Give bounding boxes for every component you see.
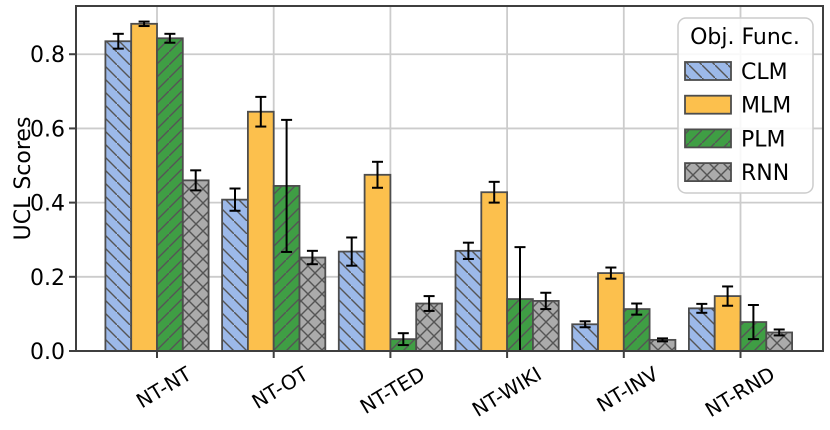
error-bar-CLM-NT-WIKI [462,241,474,260]
legend-swatch-hatch [685,129,731,148]
error-bar-PLM-NT-OT [281,118,293,253]
legend-item-MLM: MLM [684,94,791,119]
legend-label: CLM [741,60,788,85]
y-tick-label: 0.0 [30,340,65,365]
bar-hatch [766,332,793,351]
bar-hatch [649,339,676,351]
error-bar-MLM-NT-INV [605,266,617,280]
bar-hatch [105,41,132,351]
legend-swatch-outline [684,94,732,115]
x-tick-label-NT-TED: NT-TED [356,362,429,419]
error-bar-RNN-NT-OT [306,249,318,266]
legend-swatch-hatch [685,163,731,182]
y-tick-label: 0.2 [30,266,65,291]
bar-MLM-NT-WIKI [481,192,508,351]
error-bar-CLM-NT-TED [346,236,358,267]
error-bar-CLM-NT-RND [696,302,708,314]
legend: Obj. Func. CLM MLM PLM RNN [677,17,814,194]
error-bar-PLM-NT-RND [747,304,759,341]
error-bar-MLM-NT-TED [372,160,383,189]
legend-swatch-outline [684,61,732,81]
bar-hatch [182,180,209,351]
y-tick-label: 0.8 [30,43,65,68]
legend-label: PLM [741,127,786,152]
bar-hatch [222,199,248,351]
bar-hatch [455,250,482,351]
bar-MLM-NT-INV [598,273,624,351]
error-bar-RNN-NT-NT [190,169,202,192]
error-bar-MLM-NT-WIKI [488,180,500,204]
legend-label: RNN [741,161,789,186]
legend-swatch-outline [684,128,732,149]
plot-border [75,5,824,352]
y-axis-label: UCL Scores [11,117,36,241]
x-tick-label-NT-WIKI: NT-WIKI [468,362,546,422]
error-bar-CLM-NT-INV [579,320,591,329]
bar-hatch [572,324,598,351]
y-tick-label: 0.4 [30,192,65,217]
x-tick-label-NT-INV: NT-INV [592,362,662,417]
legend-title: Obj. Func. [690,25,800,50]
error-bar-PLM-NT-INV [631,302,643,316]
bar-hatch [157,38,183,351]
error-bar-RNN-NT-RND [773,328,785,337]
bar-MLM-NT-OT [247,111,274,352]
legend-swatch-outline [684,162,732,183]
x-tick-label-NT-NT: NT-NT [132,361,196,413]
error-bar-CLM-NT-NT [112,32,124,50]
legend-swatch [685,95,731,114]
x-tick-label-NT-OT: NT-OT [248,361,313,413]
legend-item-RNN: RNN [684,161,789,186]
bar-MLM-NT-TED [364,174,391,351]
y-axis: 0.0 0.2 0.4 0.6 0.8 [30,43,76,365]
bar-hatch [299,257,326,351]
error-bar-RNN-NT-INV [657,337,668,343]
x-tick-label-NT-RND: NT-RND [701,362,779,422]
error-bar-MLM-NT-NT [138,20,150,28]
legend-item-CLM: CLM [684,60,788,85]
error-bar-RNN-NT-WIKI [540,291,552,311]
legend-swatch-hatch [685,62,731,80]
legend-label: MLM [741,94,791,119]
error-bar-RNN-NT-TED [423,295,435,312]
error-bar-MLM-NT-OT [255,95,267,128]
legend-item-PLM: PLM [684,127,786,152]
bar-hatch [623,309,650,351]
y-tick-label: 0.6 [30,117,65,142]
bar-hatch [688,308,715,351]
bar-MLM-NT-NT [131,23,157,351]
error-bar-PLM-NT-NT [164,32,176,44]
bar-hatch [338,251,365,351]
x-axis: NT-NT NT-OT NT-TED NT-WIKI NT-INV NT-RND [132,351,779,422]
error-bar-PLM-NT-TED [397,332,409,347]
error-bar-CLM-NT-OT [229,187,241,212]
error-bar-MLM-NT-RND [722,285,734,307]
